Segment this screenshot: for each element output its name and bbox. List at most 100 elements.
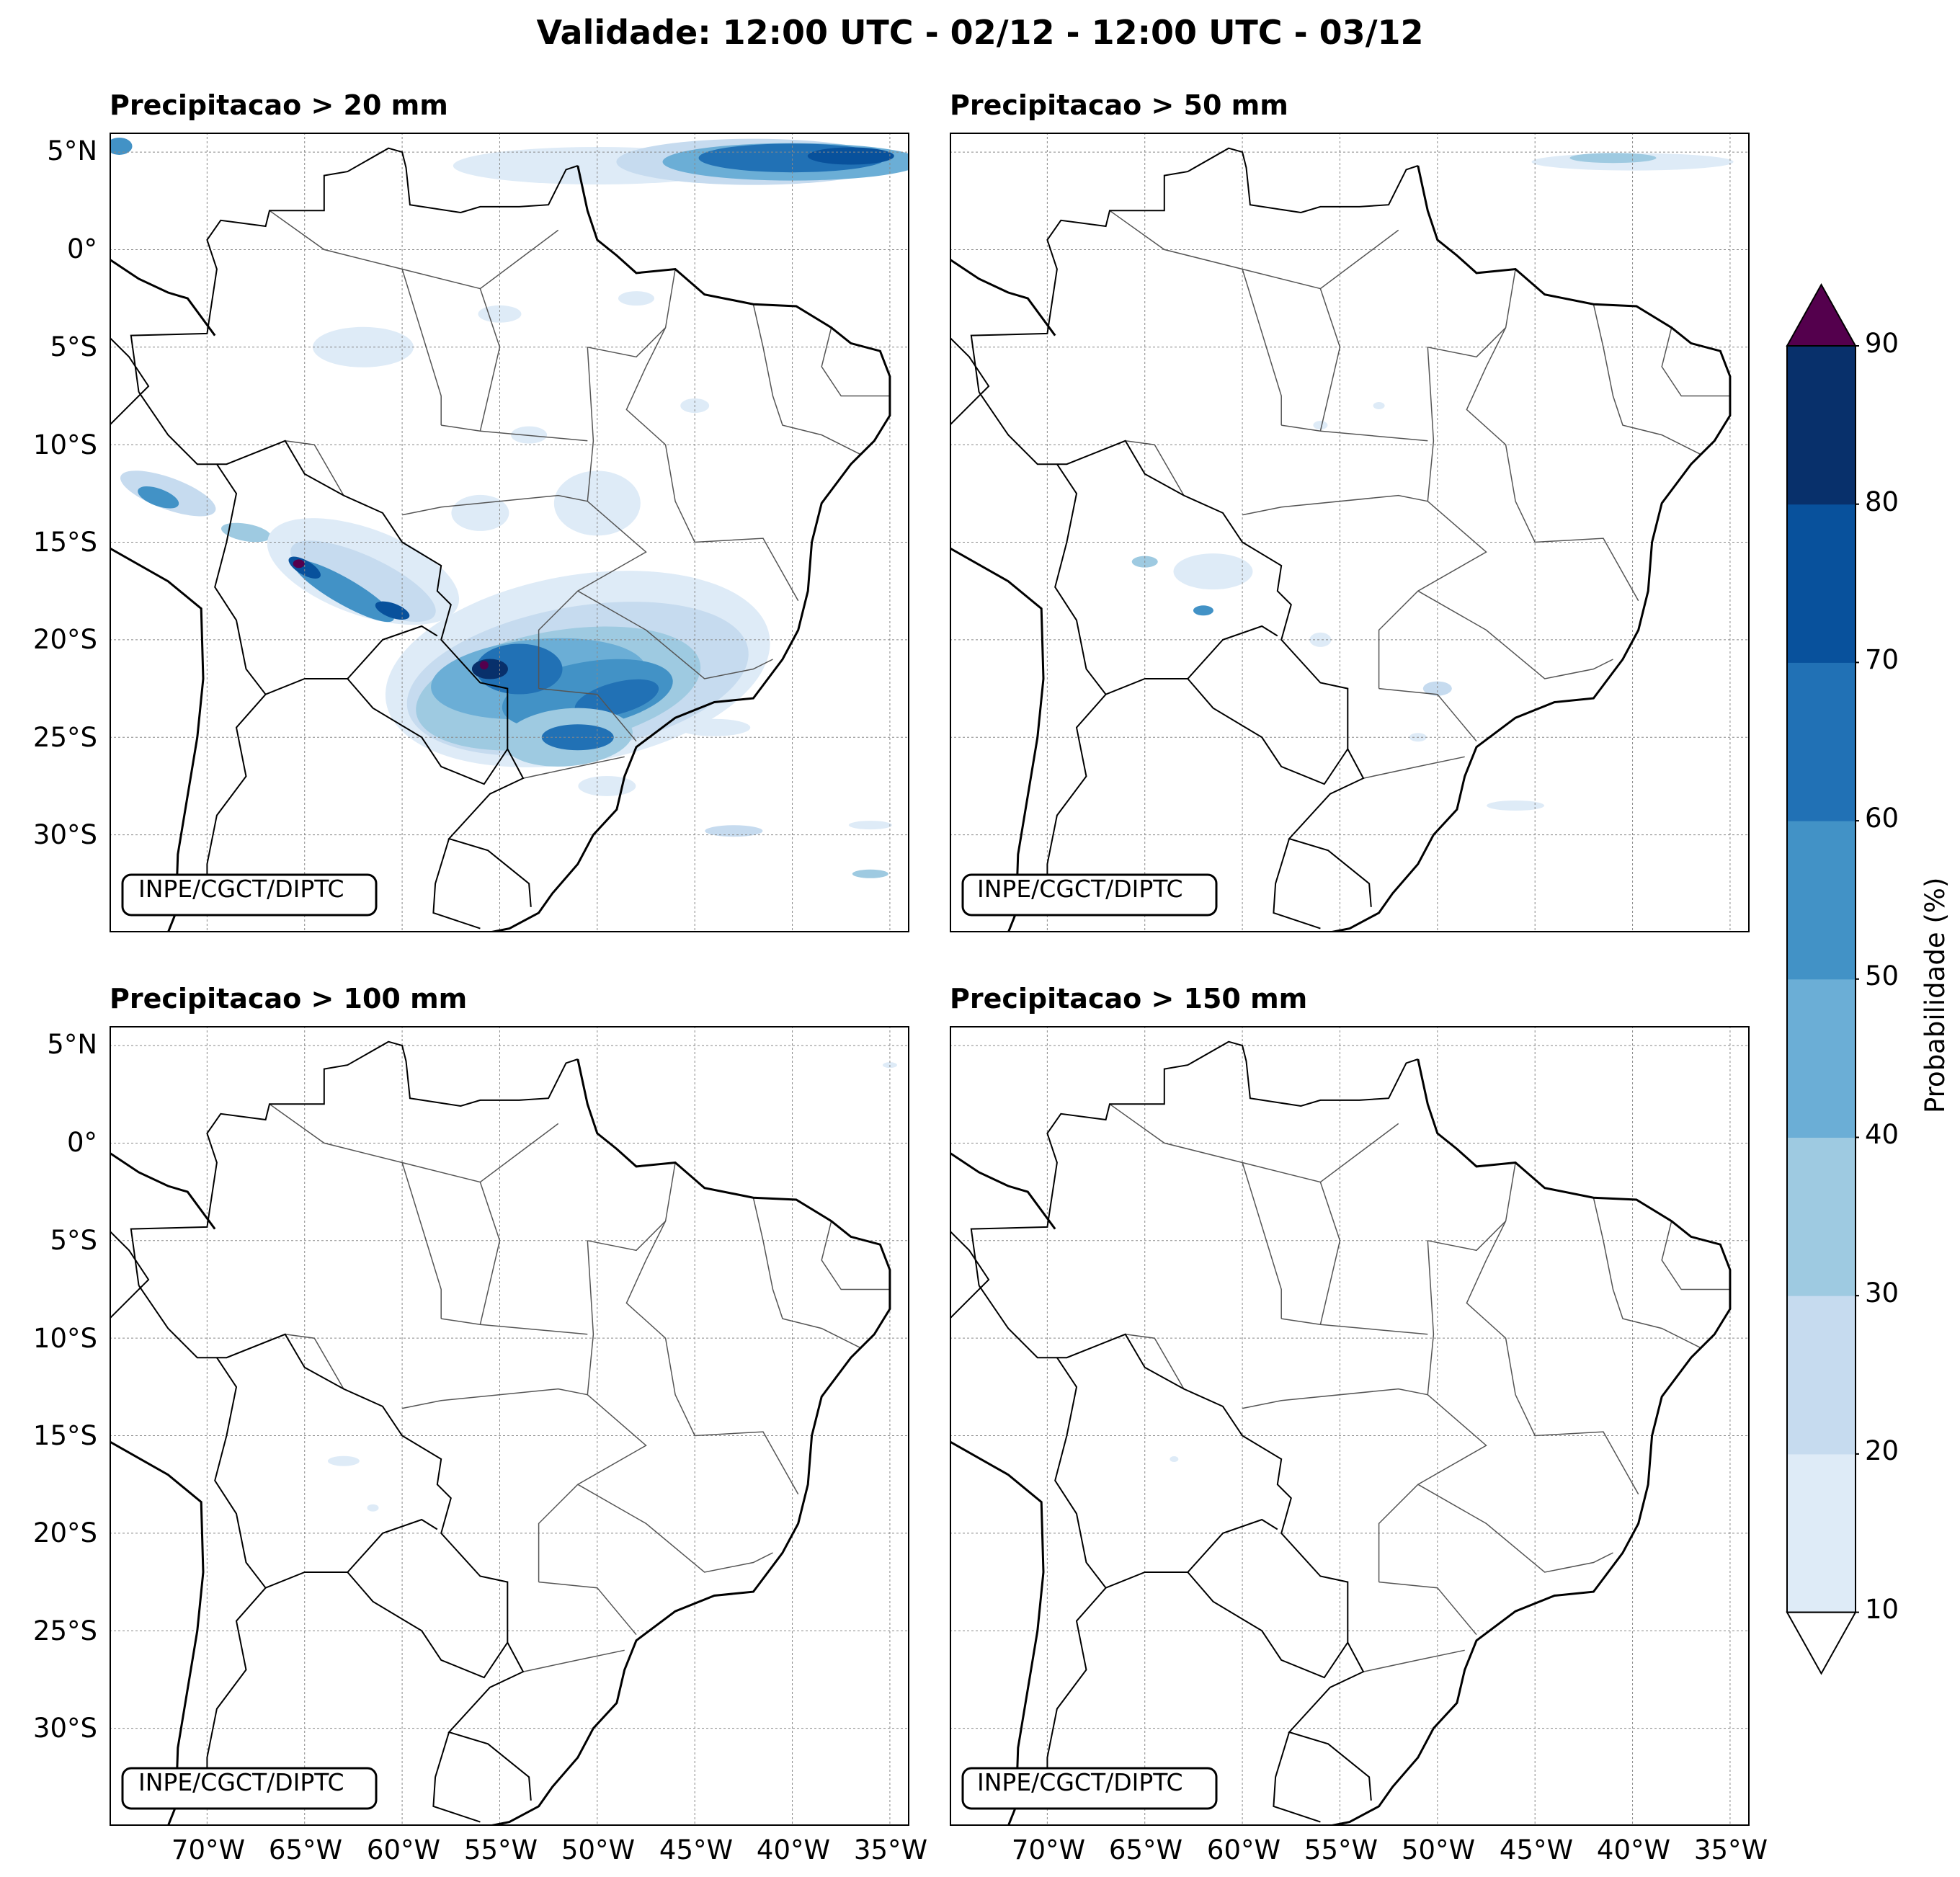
colorbar-over-arrow <box>1786 282 1857 347</box>
gridlines <box>110 133 909 932</box>
lon-tick-label: 65°W <box>1108 1834 1183 1865</box>
lat-tick-label: 20°S <box>32 624 97 655</box>
panel-title-100mm: Precipitacao > 100 mm <box>110 983 468 1015</box>
country-borders <box>950 1040 1419 1823</box>
lon-tick-label: 60°W <box>366 1834 441 1865</box>
lat-tick-label: 30°S <box>32 1713 97 1744</box>
main-title: Validade: 12:00 UTC - 02/12 - 12:00 UTC … <box>536 13 1424 52</box>
lon-tick-label: 45°W <box>659 1834 734 1865</box>
credit-label: INPE/CGCT/DIPTC <box>977 1768 1183 1796</box>
panel-title-20mm: Precipitacao > 20 mm <box>110 89 448 121</box>
precip-area <box>1173 553 1253 590</box>
colorbar-tick-label: 40 <box>1865 1119 1899 1150</box>
gridlines <box>110 1026 909 1826</box>
lon-tick-label: 50°W <box>1401 1834 1476 1865</box>
precip-blobs <box>1131 153 1734 811</box>
lon-tick-label: 70°W <box>171 1834 246 1865</box>
colorbar-tick-label: 30 <box>1865 1278 1899 1308</box>
colorbar-tick-label: 70 <box>1865 644 1899 675</box>
precip-area <box>1487 801 1545 811</box>
map-frame <box>950 133 1750 932</box>
lon-tick-label: 55°W <box>1304 1834 1378 1865</box>
panel-title-50mm: Precipitacao > 50 mm <box>950 89 1288 121</box>
country-borders <box>110 1040 579 1823</box>
precip-area <box>852 869 888 878</box>
precip-area <box>705 825 763 837</box>
precip-area <box>618 291 654 306</box>
map-panel-150mm <box>950 1026 1750 1826</box>
precip-area <box>1309 632 1332 647</box>
lat-tick-label: 0° <box>66 233 97 264</box>
precip-blobs <box>1170 1456 1179 1463</box>
lat-tick-label: 10°S <box>32 429 97 460</box>
lat-tick-label: 15°S <box>32 527 97 558</box>
precip-area <box>471 659 508 679</box>
map-panel-100mm <box>110 1026 909 1826</box>
colorbar-segment <box>1787 662 1856 821</box>
gridlines <box>950 133 1750 932</box>
lat-tick-label: 20°S <box>32 1517 97 1548</box>
country-borders <box>110 147 579 929</box>
precip-area <box>1569 153 1657 164</box>
credit-box <box>961 873 1218 917</box>
lat-tick-label: 5°N <box>47 135 97 166</box>
precip-max <box>479 661 489 670</box>
credit-label: INPE/CGCT/DIPTC <box>138 875 344 903</box>
precip-area <box>138 486 179 509</box>
borders <box>269 1103 890 1672</box>
panel-title-150mm: Precipitacao > 150 mm <box>950 983 1308 1015</box>
map-frame <box>110 1026 909 1826</box>
lat-tick-label: 5°S <box>50 1225 97 1256</box>
colorbar-segment <box>1787 821 1856 980</box>
precip-area <box>451 494 509 531</box>
precip-area <box>1422 681 1452 696</box>
colorbar-segment <box>1787 346 1856 505</box>
credit-box <box>121 1767 378 1810</box>
colorbar-tick-label: 60 <box>1865 803 1899 834</box>
colorbar-segment <box>1787 1296 1856 1455</box>
borders <box>269 210 890 779</box>
precip-area <box>1193 605 1213 616</box>
lon-tick-label: 35°W <box>1693 1834 1768 1865</box>
lon-tick-label: 65°W <box>268 1834 343 1865</box>
precip-area <box>327 1455 360 1466</box>
precip-area <box>553 471 641 536</box>
precip-area <box>1170 1456 1179 1463</box>
precip-area <box>220 522 272 543</box>
country-borders <box>950 147 1419 929</box>
colorbar-segment <box>1787 504 1856 663</box>
lat-tick-label: 25°S <box>32 722 97 753</box>
lon-tick-label: 55°W <box>463 1834 538 1865</box>
lat-tick-label: 10°S <box>32 1323 97 1354</box>
map-frame <box>110 133 909 932</box>
colorbar-tick-label: 20 <box>1865 1435 1899 1466</box>
colorbar-tick-label: 90 <box>1865 328 1899 359</box>
lat-tick-label: 15°S <box>32 1420 97 1451</box>
lon-tick-label: 40°W <box>756 1834 831 1865</box>
lon-tick-label: 50°W <box>561 1834 636 1865</box>
precip-area <box>290 540 436 622</box>
precip-area <box>476 643 563 695</box>
colorbar-segment <box>1787 1137 1856 1296</box>
lat-tick-label: 5°S <box>50 331 97 362</box>
lon-tick-label: 35°W <box>853 1834 928 1865</box>
precip-area <box>678 718 751 736</box>
precip-area <box>1373 402 1385 410</box>
lat-tick-label: 30°S <box>32 819 97 850</box>
credit-box <box>121 873 378 917</box>
colorbar-tick-label: 10 <box>1865 1594 1899 1625</box>
colorbar-segment <box>1787 978 1856 1138</box>
colorbar-under-arrow <box>1786 1611 1857 1675</box>
map-panel-20mm <box>110 133 909 932</box>
precip-area <box>848 821 892 830</box>
precip-area <box>293 559 305 569</box>
precip-area <box>807 147 894 165</box>
lon-tick-label: 60°W <box>1206 1834 1281 1865</box>
map-panel-50mm <box>950 133 1750 932</box>
colorbar-tick-label: 50 <box>1865 960 1899 991</box>
precip-area <box>578 775 636 796</box>
credit-label: INPE/CGCT/DIPTC <box>977 875 1183 903</box>
colorbar <box>1786 282 1859 1675</box>
precip-area <box>367 1504 379 1512</box>
precip-area <box>312 326 414 367</box>
